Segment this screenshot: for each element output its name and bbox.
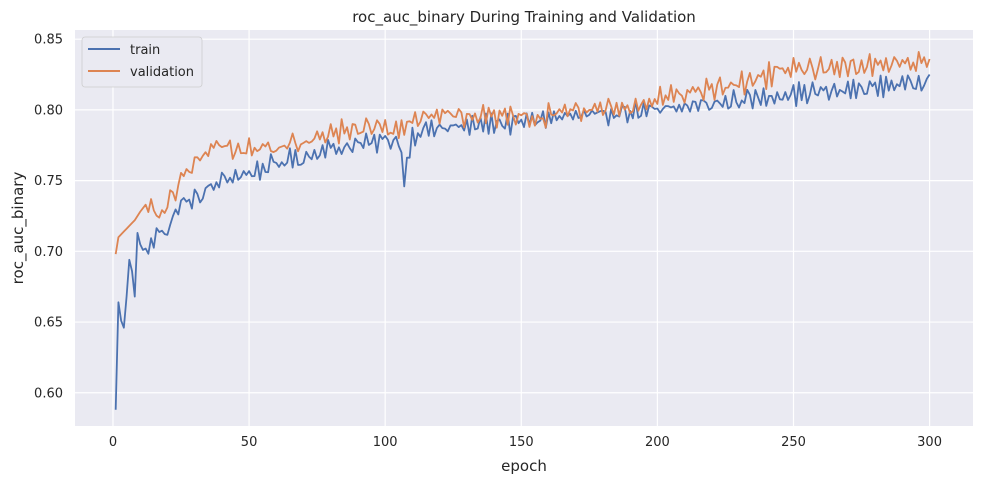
chart-title: roc_auc_binary During Training and Valid… [352, 8, 696, 27]
legend-label-validation: validation [130, 65, 194, 80]
x-axis-ticks: 0 50 100 150 200 250 300 [109, 435, 942, 450]
x-tick-label: 200 [645, 435, 670, 450]
x-tick-label: 300 [917, 435, 942, 450]
y-axis-ticks: 0.60 0.65 0.70 0.75 0.80 0.85 [34, 33, 63, 402]
legend: train validation [81, 36, 203, 88]
series-line-train [114, 74, 931, 410]
y-tick-label: 0.75 [34, 174, 63, 189]
y-tick-label: 0.85 [34, 33, 63, 48]
y-tick-label: 0.65 [34, 316, 63, 331]
x-axis-label: epoch [501, 457, 547, 475]
y-tick-label: 0.80 [34, 103, 63, 118]
x-tick-label: 150 [509, 435, 534, 450]
series-line-validation [114, 51, 931, 255]
y-tick-label: 0.70 [34, 245, 63, 260]
y-tick-label: 0.60 [34, 386, 63, 401]
legend-label-train: train [130, 43, 160, 58]
x-tick-label: 100 [373, 435, 398, 450]
grid-lines [75, 30, 973, 426]
x-tick-label: 250 [781, 435, 806, 450]
data-series [114, 51, 931, 410]
x-tick-label: 0 [109, 435, 117, 450]
plot-background [75, 30, 973, 426]
y-axis-label: roc_auc_binary [9, 172, 28, 285]
x-tick-label: 50 [241, 435, 258, 450]
